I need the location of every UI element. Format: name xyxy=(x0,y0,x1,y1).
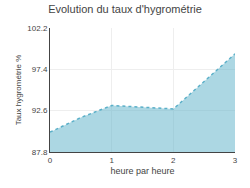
svg-text:102.2: 102.2 xyxy=(27,24,48,33)
svg-text:Taux hygrométrie %: Taux hygrométrie % xyxy=(14,55,23,126)
svg-text:92.6: 92.6 xyxy=(32,106,48,115)
svg-text:1: 1 xyxy=(109,156,114,165)
svg-text:87.8: 87.8 xyxy=(32,148,48,157)
svg-text:2: 2 xyxy=(171,156,176,165)
svg-text:3: 3 xyxy=(233,156,238,165)
svg-text:0: 0 xyxy=(48,156,53,165)
svg-text:heure par heure: heure par heure xyxy=(110,166,174,176)
svg-text:97.4: 97.4 xyxy=(32,65,48,74)
svg-text:Evolution du taux d'hygrométri: Evolution du taux d'hygrométrie xyxy=(48,3,202,15)
